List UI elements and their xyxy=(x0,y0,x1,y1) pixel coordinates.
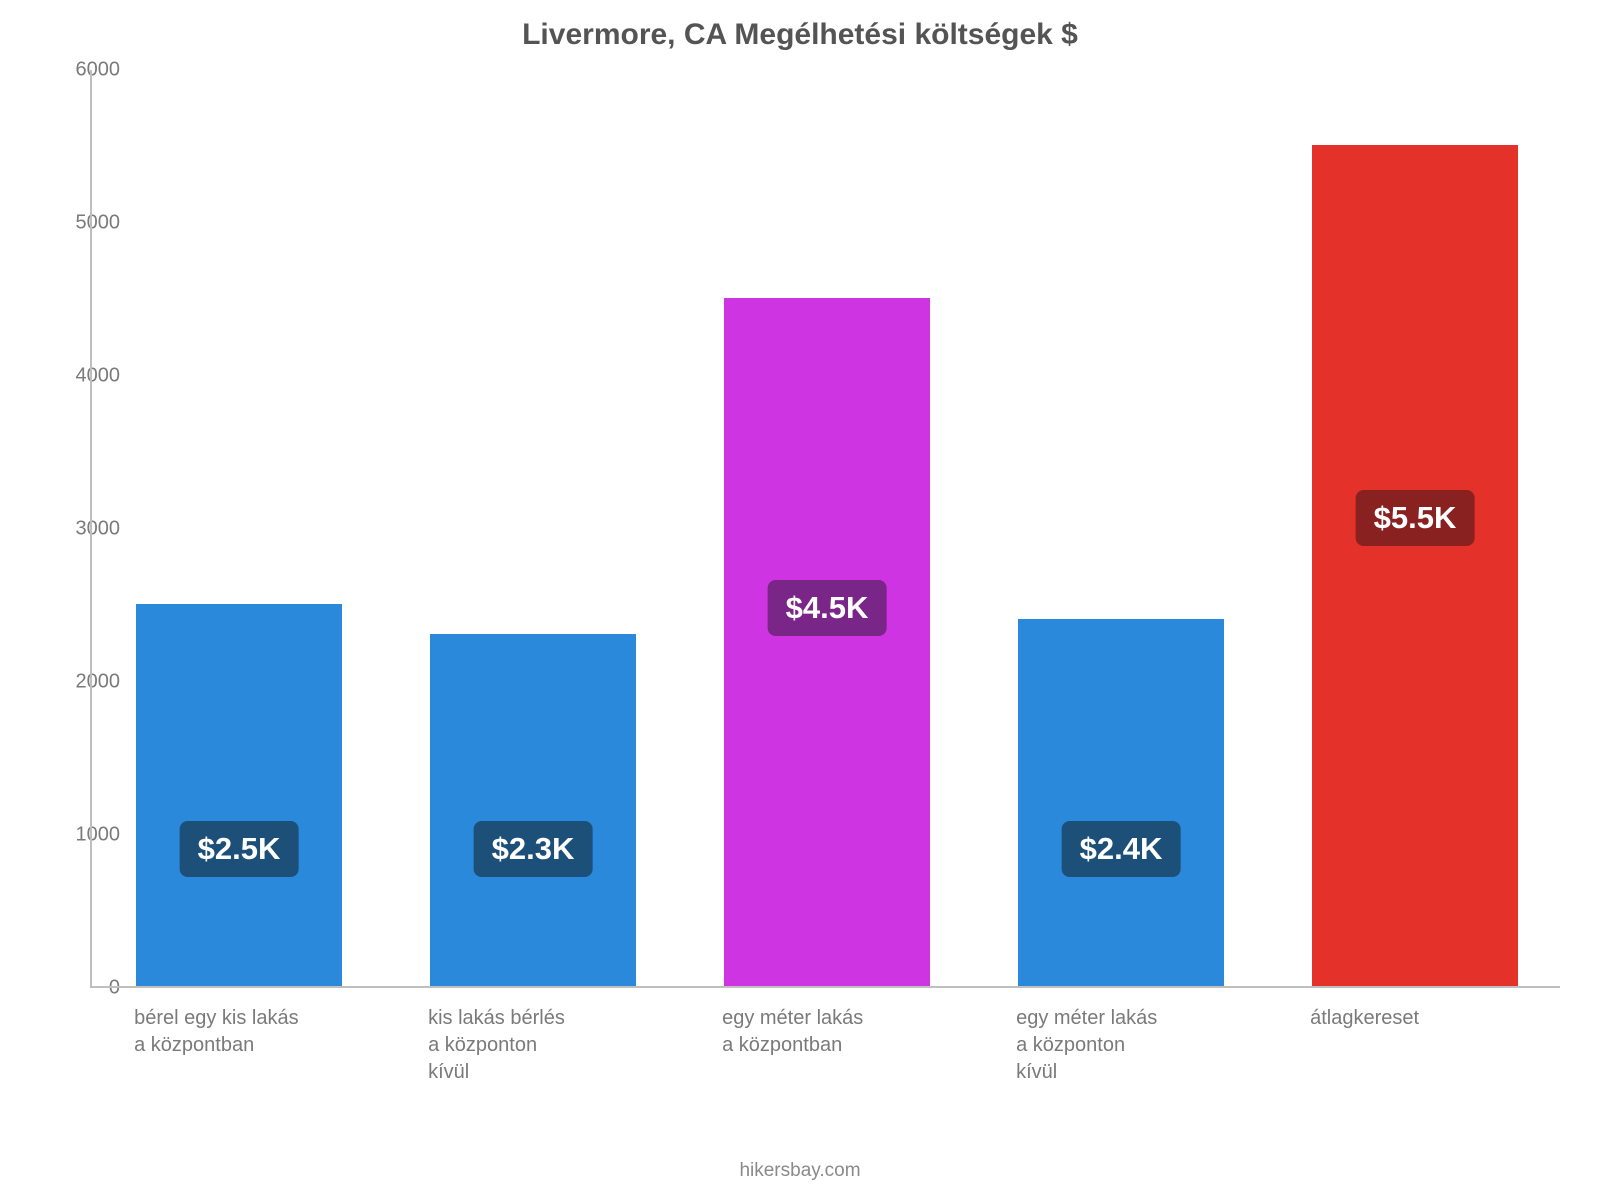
bar: $5.5K xyxy=(1312,145,1518,987)
x-axis-label: egy méter lakás a központban xyxy=(722,1005,863,1059)
chart-title: Livermore, CA Megélhetési költségek $ xyxy=(0,18,1600,52)
bar: $4.5K xyxy=(724,298,930,987)
x-axis-label: egy méter lakás a központon kívül xyxy=(1016,1005,1157,1086)
chart-footer: hikersbay.com xyxy=(0,1160,1600,1182)
bar-value-badge: $5.5K xyxy=(1356,490,1475,546)
cost-of-living-chart: Livermore, CA Megélhetési költségek $ 01… xyxy=(0,0,1600,1200)
bar: $2.3K xyxy=(430,634,636,986)
bar-value-badge: $2.3K xyxy=(474,821,593,877)
bar: $2.4K xyxy=(1018,619,1224,986)
x-axis-label: bérel egy kis lakás a központban xyxy=(134,1005,299,1059)
bar-value-badge: $2.5K xyxy=(180,821,299,877)
plot-area: $2.5K $2.3K $4.5K $2.4K $5.5K xyxy=(90,70,1560,988)
bar-value-badge: $4.5K xyxy=(768,580,887,636)
x-axis-label: átlagkereset xyxy=(1310,1005,1419,1032)
x-axis-label: kis lakás bérlés a központon kívül xyxy=(428,1005,565,1086)
bar-value-badge: $2.4K xyxy=(1062,821,1181,877)
bar: $2.5K xyxy=(136,604,342,987)
bars-container: $2.5K $2.3K $4.5K $2.4K $5.5K xyxy=(92,70,1560,986)
x-axis-labels: bérel egy kis lakás a központban kis laká… xyxy=(90,995,1560,1145)
